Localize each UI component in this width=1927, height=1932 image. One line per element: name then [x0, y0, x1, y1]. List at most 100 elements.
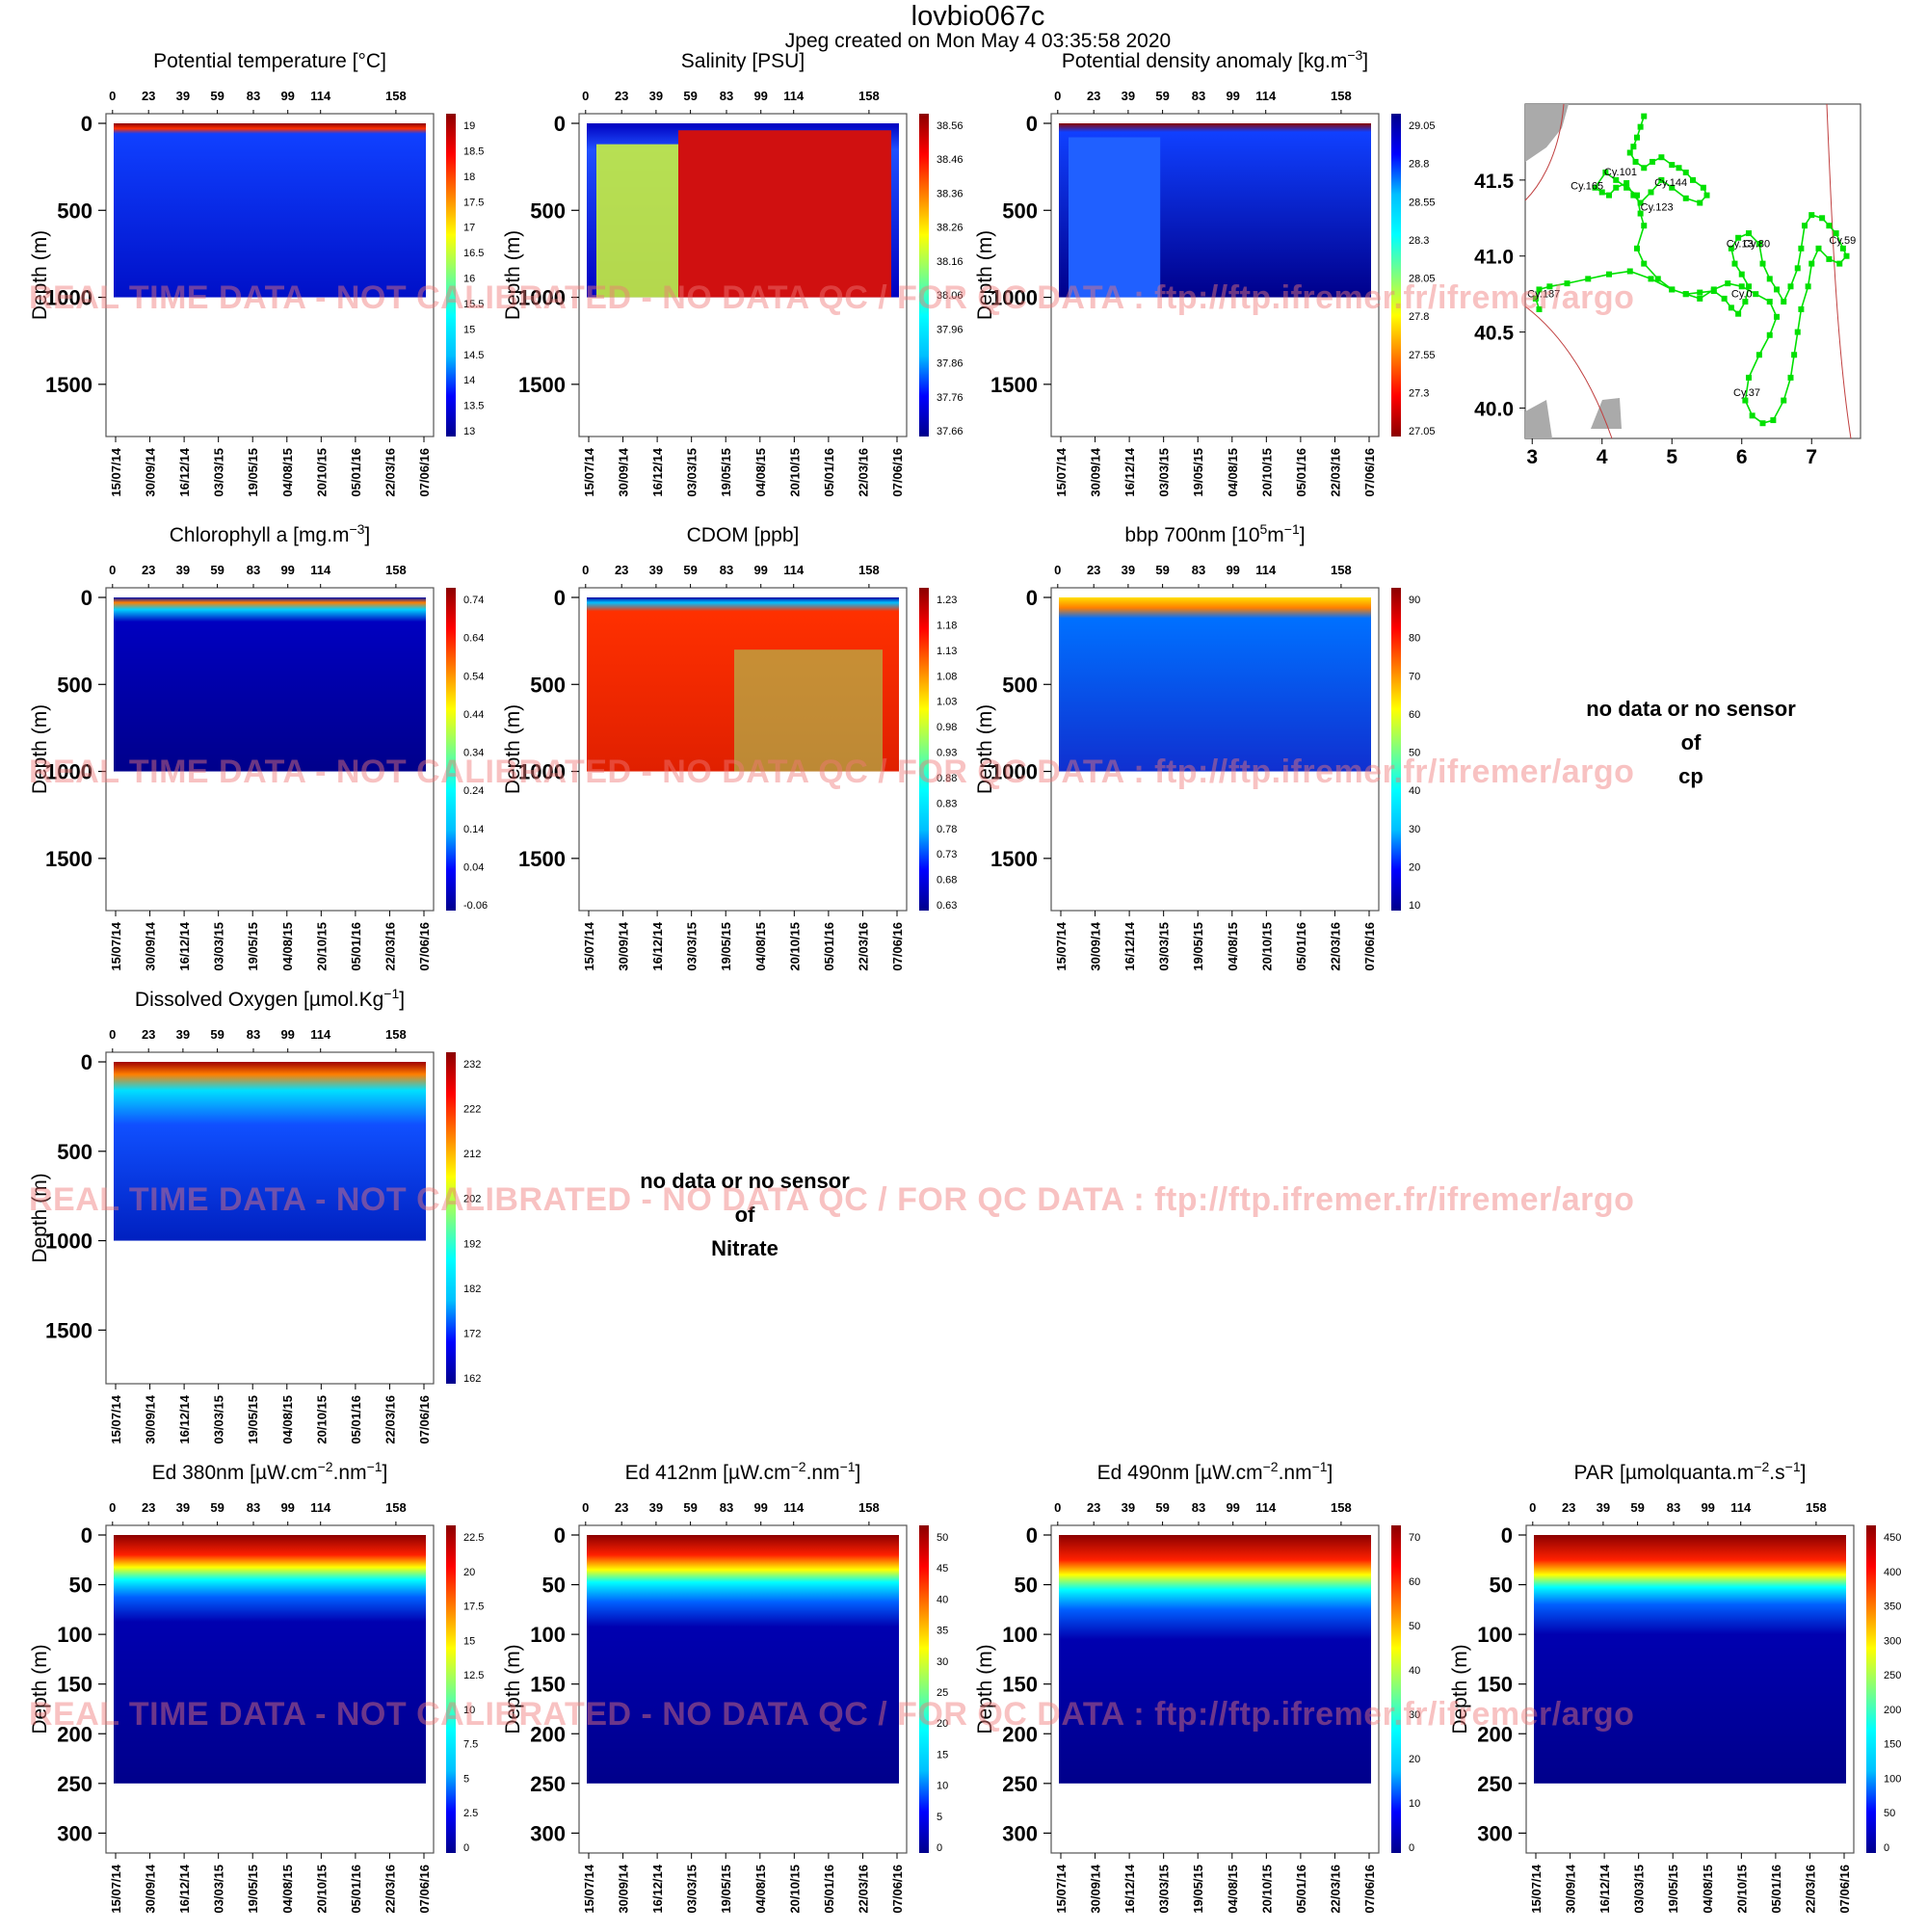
track-point-59 [1808, 212, 1815, 219]
panel-sal: 0 500 1000 1500 Depth (m) Salinity [PSU] 0 23 39… [502, 50, 964, 497]
date-label-ed412-9: 07/06/16 [890, 1865, 905, 1914]
title-part-ed490-4: ] [1328, 1462, 1333, 1484]
ytick-label-dens-2: 1000 [990, 286, 1038, 310]
colorbar-label-sal-2: 38.36 [937, 188, 964, 199]
track-point-41 [1728, 304, 1734, 311]
colorbar-label-chla-5: 0.24 [463, 785, 484, 797]
ytick-label-bbp-0: 0 [1026, 586, 1038, 610]
cycle-label-ed490-4: 83 [1192, 1500, 1205, 1515]
panel-dens: 0 500 1000 1500 Depth (m) Potential density a… [974, 47, 1436, 497]
date-label-ed412-1: 30/09/14 [617, 1864, 631, 1913]
ylabel-dens: Depth (m) [974, 230, 996, 320]
date-label-dens-6: 20/10/15 [1259, 448, 1274, 497]
date-label-ed380-2: 16/12/14 [177, 1864, 192, 1913]
colorbar-cdom [919, 588, 929, 911]
ytick-label-ed380-5: 250 [57, 1772, 92, 1796]
colorbar-label-dens-6: 27.55 [1409, 350, 1436, 361]
colorbar-label-temp-5: 16.5 [463, 248, 484, 259]
track-point-67 [1815, 245, 1822, 251]
date-label-temp-4: 19/05/15 [246, 448, 260, 497]
colorbar-label-oxy-4: 192 [463, 1238, 481, 1250]
colorbar-label-bbp-3: 60 [1409, 709, 1420, 721]
cycle-map-label-2: Cy.144 [1654, 177, 1687, 189]
date-label-chla-6: 20/10/15 [314, 922, 329, 971]
cycle-label-par-1: 23 [1562, 1500, 1575, 1515]
colorbar-sal [919, 114, 929, 437]
colorbar-label-ed380-1: 20 [463, 1567, 475, 1578]
colorbar-label-ed412-9: 5 [937, 1812, 942, 1823]
map-xtick-label-2: 5 [1666, 446, 1677, 468]
colorbar-label-temp-8: 15 [463, 324, 475, 335]
date-label-temp-0: 15/07/14 [109, 447, 123, 496]
date-label-oxy-6: 20/10/15 [314, 1395, 329, 1444]
ytick-label-temp-3: 1500 [45, 373, 92, 397]
title-part-ed412-3: −1 [840, 1459, 856, 1474]
colorbar-ed490 [1391, 1525, 1401, 1853]
title-ed490: Ed 490nm [µW.cm−2.nm−1] [1097, 1459, 1333, 1484]
ytick-label-ed490-0: 0 [1026, 1523, 1038, 1548]
colorbar-label-sal-0: 38.56 [937, 120, 964, 132]
data-band-sal-fresh [596, 144, 678, 298]
nodata-cp-line1: no data or no sensor [1586, 697, 1796, 721]
cycle-label-temp-3: 59 [210, 89, 224, 103]
date-label-ed490-2: 16/12/14 [1122, 1864, 1137, 1913]
cycle-map-label-1: Cy.165 [1571, 180, 1603, 192]
date-label-temp-5: 04/08/15 [280, 448, 295, 497]
colorbar-par [1866, 1525, 1876, 1853]
data-band-oxy [114, 1062, 426, 1241]
ytick-label-par-0: 0 [1501, 1523, 1513, 1548]
date-label-par-2: 16/12/14 [1597, 1864, 1612, 1913]
date-label-cdom-3: 03/03/15 [685, 922, 700, 971]
colorbar-label-oxy-6: 172 [463, 1328, 481, 1339]
title-part-ed490-1: −2 [1263, 1459, 1279, 1474]
ytick-label-ed412-5: 250 [530, 1772, 566, 1796]
colorbar-label-dens-0: 29.05 [1409, 120, 1436, 132]
track-point-33 [1634, 245, 1640, 251]
date-label-dens-1: 30/09/14 [1089, 447, 1103, 496]
cycle-label-par-6: 114 [1730, 1500, 1752, 1515]
panel-chla: 0 500 1000 1500 Depth (m) Chlorophyll a [mg.m… [29, 521, 488, 971]
colorbar-label-temp-1: 18.5 [463, 146, 484, 157]
cycle-label-temp-1: 23 [142, 89, 155, 103]
colorbar-label-ed380-6: 7.5 [463, 1739, 478, 1751]
colorbar-label-sal-3: 38.26 [937, 223, 964, 234]
track-point-48 [1735, 234, 1742, 241]
cycle-map-label-0: Cy.101 [1604, 167, 1637, 178]
cycle-map-label-9: Cy.37 [1733, 387, 1760, 399]
colorbar-label-temp-11: 13.5 [463, 401, 484, 412]
ytick-label-temp-1: 500 [57, 198, 92, 223]
title-part-chla-1: −3 [349, 521, 364, 537]
cycle-label-ed380-6: 114 [310, 1500, 331, 1515]
ytick-label-oxy-1: 500 [57, 1140, 92, 1164]
title-part-ed380-4: ] [383, 1462, 388, 1484]
track-point-70 [1798, 305, 1805, 312]
cycle-label-oxy-1: 23 [142, 1027, 155, 1042]
date-label-cdom-9: 07/06/16 [890, 922, 905, 971]
colorbar-label-cdom-0: 1.23 [937, 595, 957, 606]
colorbar-oxy [446, 1052, 456, 1384]
ytick-label-bbp-1: 500 [1002, 673, 1038, 697]
colorbar-label-cdom-5: 0.98 [937, 722, 957, 733]
colorbar-label-ed490-6: 10 [1409, 1798, 1420, 1810]
colorbar-label-oxy-7: 162 [463, 1373, 481, 1385]
colorbar-label-ed490-7: 0 [1409, 1842, 1414, 1854]
date-label-bbp-8: 22/03/16 [1328, 922, 1342, 971]
colorbar-label-par-8: 50 [1884, 1808, 1895, 1819]
date-label-sal-5: 04/08/15 [753, 448, 768, 497]
date-label-sal-8: 22/03/16 [856, 448, 870, 497]
nodata-nitrate: no data or no sensor of Nitrate [600, 1164, 889, 1265]
date-label-ed412-3: 03/03/15 [685, 1865, 700, 1914]
colorbar-label-ed412-10: 0 [937, 1842, 942, 1854]
date-label-bbp-6: 20/10/15 [1259, 922, 1274, 971]
colorbar-label-par-6: 150 [1884, 1739, 1901, 1751]
ytick-label-oxy-2: 1000 [45, 1230, 92, 1254]
map-ytick-label-3: 41.5 [1474, 171, 1514, 193]
colorbar-label-ed412-5: 25 [937, 1687, 948, 1699]
cycle-label-chla-3: 59 [210, 563, 224, 577]
date-label-oxy-2: 16/12/14 [177, 1394, 192, 1443]
track-point-49 [1746, 230, 1752, 237]
title-part-dens-1: −3 [1347, 47, 1362, 63]
date-label-cdom-8: 22/03/16 [856, 922, 870, 971]
cycle-label-bbp-6: 114 [1255, 563, 1277, 577]
